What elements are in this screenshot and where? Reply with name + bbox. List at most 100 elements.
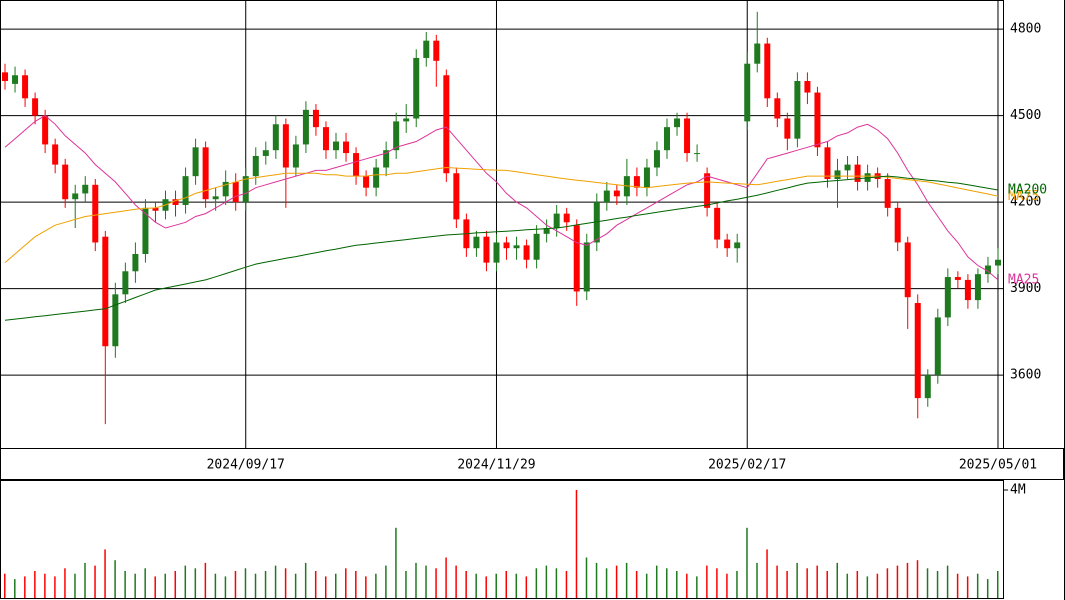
volume-bar (655, 565, 658, 598)
volume-bar (144, 568, 146, 598)
candle-body (12, 75, 19, 84)
candle-body (152, 207, 159, 211)
volume-tick-label: 4M (1010, 482, 1026, 497)
volume-bar (766, 549, 768, 598)
volume-bar (395, 527, 397, 598)
volume-bar (826, 570, 828, 598)
x-tick-label: 2024/09/17 (207, 458, 285, 473)
volume-bar (415, 562, 417, 598)
volume-bar (284, 568, 287, 598)
volume-bar (736, 570, 738, 598)
candle-body (383, 150, 390, 168)
candle-body (252, 155, 259, 177)
candle-body (964, 279, 971, 301)
volume-bar (836, 562, 839, 598)
volume-bar (264, 570, 267, 598)
volume-bar (946, 565, 949, 598)
candle-body (674, 118, 681, 128)
candle-body (192, 147, 199, 177)
volume-bar (585, 557, 588, 598)
price-frame (0, 0, 1004, 449)
volume-bar (54, 576, 56, 598)
candle-body (814, 92, 821, 148)
candle-body (302, 109, 309, 145)
candle-body (904, 242, 911, 298)
candle-body (242, 176, 249, 203)
volume-bar (515, 573, 518, 598)
candle-body (663, 127, 670, 151)
volume-bar (174, 570, 177, 598)
candle-body (734, 242, 741, 249)
candle-body (854, 164, 861, 182)
volume-bar (104, 549, 106, 598)
volume-bar (625, 562, 628, 598)
candle-body (493, 242, 500, 263)
candle-body (613, 190, 620, 197)
candle-body (353, 153, 360, 177)
candle-body (944, 277, 951, 318)
volume-bar (304, 562, 307, 598)
candle-body (824, 147, 831, 180)
volume-bar (906, 562, 909, 598)
candle-body (182, 176, 189, 205)
volume-bar (525, 576, 528, 598)
candle-body (373, 167, 380, 188)
volume-bar (244, 568, 247, 598)
volume-bar (365, 576, 367, 598)
volume-bar (635, 570, 638, 598)
volume-bar (405, 570, 407, 598)
candle-body (202, 147, 209, 200)
volume-bar (74, 573, 76, 598)
candle-body (553, 213, 560, 229)
volume-bar (475, 573, 477, 598)
volume-bar (776, 565, 778, 598)
volume-bar (746, 527, 748, 598)
candle-body (272, 124, 279, 151)
candle-body (32, 98, 39, 116)
volume-bar (4, 573, 6, 598)
volume-bar (645, 573, 648, 598)
candle-body (292, 144, 299, 168)
candle-body (714, 207, 721, 240)
candle-body (82, 184, 89, 194)
volume-bar (676, 570, 678, 598)
volume-bar (575, 489, 578, 598)
volume-bar (34, 570, 36, 598)
candle-body (603, 190, 610, 203)
candle-body (704, 173, 711, 208)
volume-bar (94, 565, 96, 598)
volume-bar (896, 565, 899, 598)
y-tick-label: 3900 (1010, 281, 1041, 296)
candle-body (754, 43, 761, 64)
candle-body (784, 118, 791, 139)
candle-body (322, 127, 329, 151)
candle-body (914, 302, 921, 399)
volume-bar (324, 576, 327, 598)
candle-body (413, 57, 420, 119)
volume-bar (565, 570, 568, 598)
candle-body (483, 236, 490, 263)
candle-body (122, 271, 129, 295)
candle-body (363, 176, 370, 188)
volume-bar (786, 570, 788, 598)
candle-body (994, 259, 1001, 266)
candle-body (72, 193, 79, 200)
volume-bar (966, 576, 969, 598)
candle-body (844, 164, 851, 171)
volume-bar (485, 576, 487, 598)
volume-bar (274, 565, 277, 598)
candle-body (333, 141, 340, 151)
candle-body (804, 81, 811, 93)
y-tick-label: 4200 (1010, 195, 1041, 210)
volume-bar (686, 573, 688, 598)
candle-body (112, 294, 119, 347)
candle-body (433, 40, 440, 61)
volume-bar (756, 562, 758, 598)
candle-body (954, 277, 961, 280)
volume-bar (425, 565, 427, 598)
volume-bar (385, 565, 387, 598)
y-tick-label: 4800 (1010, 22, 1041, 37)
volume-bar (996, 570, 999, 598)
candle-body (744, 63, 751, 122)
